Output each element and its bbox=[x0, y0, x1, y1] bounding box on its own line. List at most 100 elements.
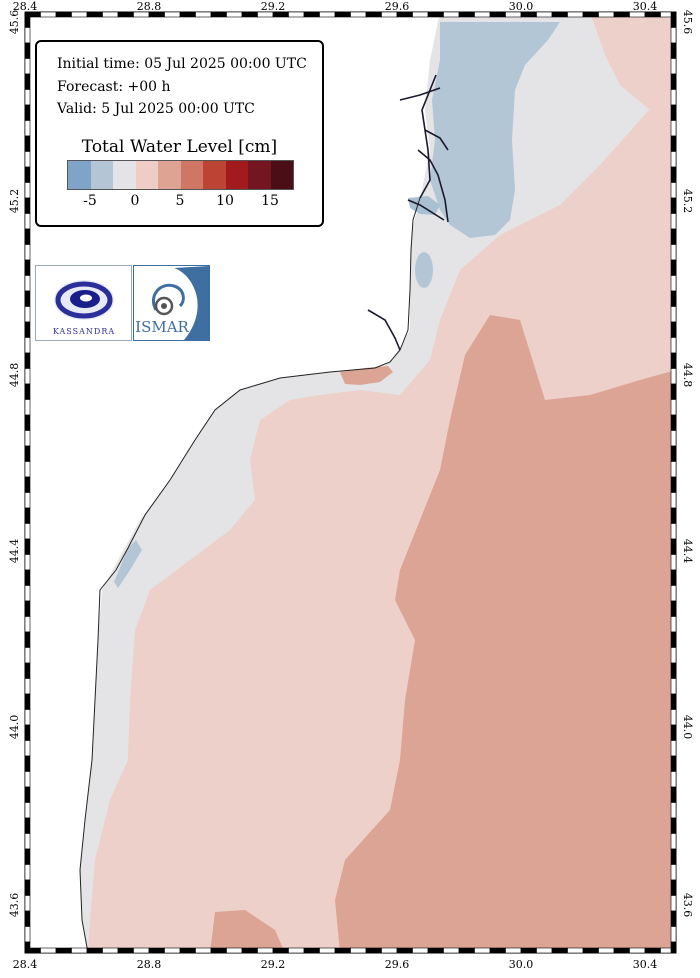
frame-tick-segment bbox=[670, 941, 677, 954]
kassandra-swirl-icon: KASSANDRA bbox=[53, 280, 114, 336]
ismar-logo-text: ISMAR bbox=[135, 318, 189, 336]
frame-tick-segment bbox=[334, 947, 351, 954]
frame-tick-segment bbox=[24, 662, 31, 679]
frame-tick-segment bbox=[55, 11, 72, 18]
frame-tick-segment bbox=[24, 275, 31, 292]
frame-tick-segment bbox=[670, 693, 677, 710]
frame-tick-segment bbox=[670, 58, 677, 75]
frame-tick-segment bbox=[272, 947, 289, 954]
frame-tick-segment bbox=[24, 430, 31, 447]
frame-tick-segment bbox=[24, 120, 31, 137]
frame-tick-segment bbox=[319, 11, 336, 18]
lon-labels-bottom: 28.4 28.8 29.2 29.6 30.0 30.4 bbox=[13, 958, 658, 971]
frame-tick-segment bbox=[24, 709, 31, 726]
colorbar-label: -5 bbox=[83, 193, 97, 209]
colorbar-swatch bbox=[135, 161, 158, 189]
kassandra-logo: KASSANDRA bbox=[35, 265, 132, 341]
lat-labels-left: 45.6 45.2 44.8 44.4 44.0 43.6 bbox=[8, 10, 21, 918]
frame-tick-segment bbox=[670, 802, 677, 819]
lat-label-right: 44.0 bbox=[681, 715, 694, 740]
lon-label-bottom: 28.8 bbox=[137, 958, 162, 971]
frame-tick-segment bbox=[670, 507, 677, 524]
lon-label-bottom: 28.4 bbox=[13, 958, 38, 971]
frame-tick-segment bbox=[24, 104, 31, 121]
sea-medium-positive-small bbox=[210, 910, 285, 953]
frame-tick-segment bbox=[24, 337, 31, 354]
forecast-text: Forecast: +00 h bbox=[57, 79, 171, 95]
frame-tick-segment bbox=[40, 11, 57, 18]
frame-tick-segment bbox=[24, 895, 31, 912]
frame-tick-segment bbox=[670, 786, 677, 803]
frame-tick-segment bbox=[670, 337, 677, 354]
frame-tick-segment bbox=[670, 182, 677, 199]
frame-tick-segment bbox=[319, 947, 336, 954]
frame-tick-segment bbox=[670, 197, 677, 214]
frame-tick-segment bbox=[598, 947, 615, 954]
frame-tick-segment bbox=[670, 616, 677, 633]
frame-tick-segment bbox=[24, 864, 31, 881]
frame-tick-segment bbox=[24, 259, 31, 276]
sea-negative-coast-strip bbox=[114, 540, 142, 588]
frame-tick-segment bbox=[670, 244, 677, 261]
frame-tick-segment bbox=[24, 27, 31, 44]
frame-tick-segment bbox=[670, 352, 677, 369]
frame-tick-segment bbox=[24, 58, 31, 75]
colorbar-swatch bbox=[90, 161, 113, 189]
frame-tick-segment bbox=[670, 678, 677, 695]
lat-label-right: 45.6 bbox=[681, 10, 694, 35]
frame-tick-segment bbox=[24, 414, 31, 431]
frame-tick-segment bbox=[670, 166, 677, 183]
frame-tick-segment bbox=[489, 11, 506, 18]
frame-tick-segment bbox=[24, 848, 31, 865]
map-frame bbox=[24, 11, 677, 954]
frame-tick-segment bbox=[670, 709, 677, 726]
frame-tick-segment bbox=[24, 368, 31, 385]
frame-tick-segment bbox=[303, 11, 320, 18]
frame-tick-segment bbox=[24, 182, 31, 199]
frame-tick-segment bbox=[670, 554, 677, 571]
frame-tick-segment bbox=[24, 879, 31, 896]
frame-tick-segment bbox=[24, 926, 31, 943]
frame-tick-segment bbox=[24, 151, 31, 168]
lon-label-top: 30.0 bbox=[509, 0, 534, 13]
frame-tick-segment bbox=[71, 947, 88, 954]
frame-tick-segment bbox=[536, 11, 553, 18]
frame-tick-segment bbox=[551, 947, 568, 954]
frame-tick-segment bbox=[24, 693, 31, 710]
frame-tick-segment bbox=[412, 11, 429, 18]
frame-tick-segment bbox=[582, 11, 599, 18]
frame-tick-segment bbox=[582, 947, 599, 954]
frame-tick-segment bbox=[670, 275, 677, 292]
ismar-logo: ISMAR bbox=[133, 265, 210, 341]
frame-tick-segment bbox=[670, 104, 677, 121]
sea-negative-zone bbox=[430, 22, 560, 238]
lat-label-left: 44.0 bbox=[8, 715, 21, 740]
delta-channels bbox=[367, 74, 449, 351]
frame-tick-segment bbox=[670, 662, 677, 679]
frame-tick-segment bbox=[520, 947, 537, 954]
frame-tick-segment bbox=[670, 290, 677, 307]
frame-tick-segment bbox=[24, 786, 31, 803]
frame-tick-segment bbox=[350, 11, 367, 18]
frame-tick-segment bbox=[24, 445, 31, 462]
frame-tick-segment bbox=[670, 538, 677, 555]
lon-label-top: 29.2 bbox=[261, 0, 286, 13]
frame-tick-segment bbox=[505, 947, 522, 954]
lon-label-top: 29.6 bbox=[385, 0, 410, 13]
frame-tick-segment bbox=[670, 151, 677, 168]
initial-time-text: Initial time: 05 Jul 2025 00:00 UTC bbox=[57, 56, 307, 72]
frame-tick-segment bbox=[670, 523, 677, 540]
frame-tick-segment bbox=[133, 947, 150, 954]
frame-tick-segment bbox=[241, 947, 258, 954]
frame-tick-segment bbox=[644, 947, 661, 954]
frame-tick-segment bbox=[257, 947, 274, 954]
frame-tick-segment bbox=[567, 11, 584, 18]
frame-tick-segment bbox=[226, 11, 243, 18]
frame-tick-segment bbox=[164, 11, 181, 18]
frame-tick-segment bbox=[670, 430, 677, 447]
frame-tick-segment bbox=[195, 947, 212, 954]
lon-label-bottom: 29.2 bbox=[261, 958, 286, 971]
sea-negative-spot bbox=[415, 252, 433, 288]
frame-tick-segment bbox=[24, 647, 31, 664]
frame-tick-segment bbox=[24, 724, 31, 741]
